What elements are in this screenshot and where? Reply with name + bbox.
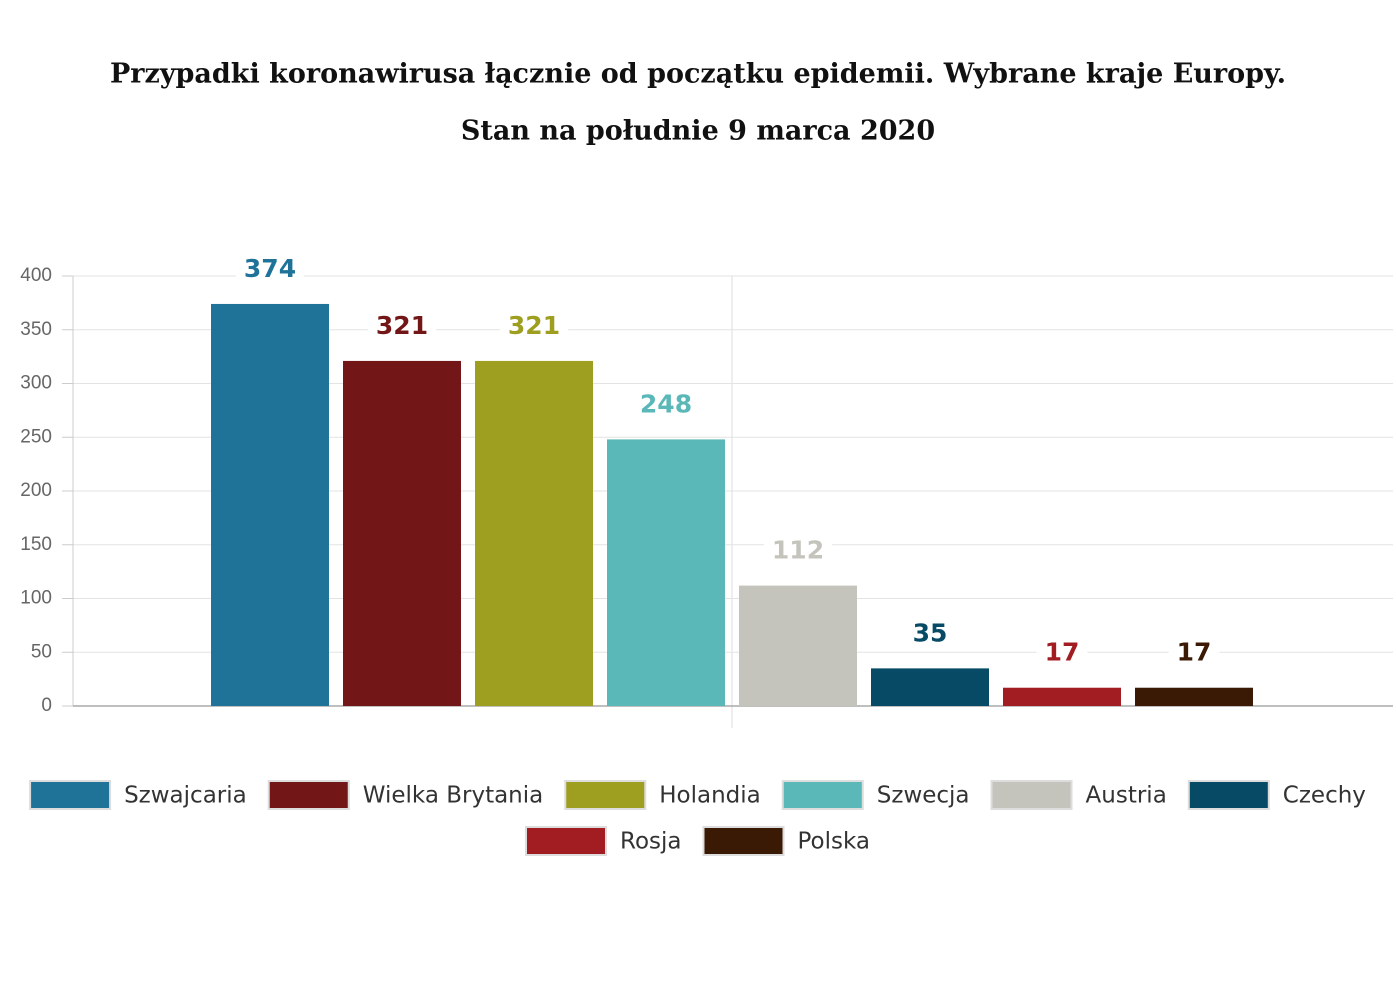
legend-swatch bbox=[990, 780, 1073, 810]
value-label: 17 bbox=[1177, 638, 1212, 667]
bar bbox=[343, 360, 461, 706]
value-label-bg bbox=[367, 309, 437, 344]
y-tick-label: 150 bbox=[20, 534, 52, 555]
legend-swatch bbox=[267, 780, 350, 810]
legend-label: Szwecja bbox=[877, 783, 970, 809]
y-tick-label: 0 bbox=[41, 695, 52, 716]
value-label: 112 bbox=[772, 536, 824, 565]
legend-item: Austria bbox=[990, 780, 1167, 810]
bar bbox=[475, 360, 593, 706]
bar bbox=[739, 585, 857, 706]
value-label: 17 bbox=[1045, 638, 1080, 667]
y-tick-label: 350 bbox=[20, 319, 52, 340]
legend-item: Szwajcaria bbox=[29, 780, 247, 810]
legend-label: Holandia bbox=[659, 783, 761, 809]
value-label-bg bbox=[904, 617, 956, 652]
y-tick-label: 100 bbox=[20, 588, 52, 609]
legend-swatch bbox=[702, 826, 785, 856]
legend-swatch bbox=[524, 826, 607, 856]
value-label: 374 bbox=[244, 254, 296, 283]
legend-item: Czechy bbox=[1187, 780, 1366, 810]
legend-swatch bbox=[1187, 780, 1270, 810]
legend-label: Polska bbox=[797, 829, 870, 855]
legend-label: Szwajcaria bbox=[124, 783, 247, 809]
value-label-bg bbox=[1168, 636, 1220, 671]
value-label-bg bbox=[763, 534, 833, 569]
value-label-bg bbox=[235, 252, 305, 287]
legend-item: Szwecja bbox=[781, 780, 970, 810]
y-tick-label: 200 bbox=[20, 480, 52, 501]
chart-subtitle: Stan na południe 9 marca 2020 bbox=[461, 116, 935, 147]
legend-swatch bbox=[564, 780, 647, 810]
value-label: 248 bbox=[640, 389, 692, 418]
legend-item: Polska bbox=[702, 826, 870, 856]
legend-label: Wielka Brytania bbox=[363, 783, 544, 809]
bar bbox=[607, 439, 725, 706]
legend-label: Czechy bbox=[1283, 783, 1366, 809]
legend-label: Rosja bbox=[620, 829, 682, 855]
value-label: 321 bbox=[376, 311, 428, 340]
bar bbox=[211, 303, 329, 706]
chart-title: Przypadki koronawirusa łącznie od począt… bbox=[110, 59, 1286, 90]
legend-item: Wielka Brytania bbox=[267, 780, 544, 810]
y-tick-label: 50 bbox=[31, 641, 52, 662]
legend-swatch bbox=[781, 780, 864, 810]
value-label-bg bbox=[1036, 636, 1088, 671]
legend-item: Holandia bbox=[564, 780, 761, 810]
y-tick-label: 400 bbox=[20, 265, 52, 286]
legend-item: Rosja bbox=[524, 826, 682, 856]
legend-swatch bbox=[29, 780, 112, 810]
bar bbox=[871, 668, 989, 706]
y-tick-label: 300 bbox=[20, 373, 52, 394]
value-label-bg bbox=[631, 388, 701, 423]
value-label: 35 bbox=[913, 618, 948, 647]
value-label: 321 bbox=[508, 311, 560, 340]
legend-label: Austria bbox=[1086, 783, 1167, 809]
value-label-bg bbox=[499, 309, 569, 344]
bar bbox=[1135, 687, 1253, 706]
bar bbox=[1003, 687, 1121, 706]
y-tick-label: 250 bbox=[20, 426, 52, 447]
